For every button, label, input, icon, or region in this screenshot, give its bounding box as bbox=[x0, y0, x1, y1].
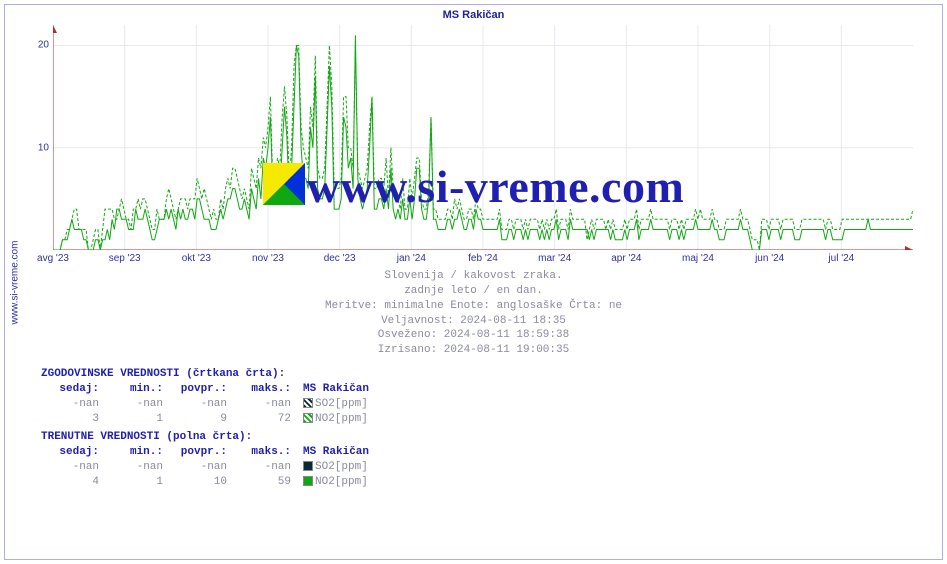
cell-series: SO2[ppm] bbox=[297, 460, 389, 475]
cell-min: -nan bbox=[105, 397, 169, 412]
table-row: 4 1 10 59 NO2[ppm] bbox=[41, 475, 389, 490]
meta-line-3: Meritve: minimalne Enote: anglosaške Črt… bbox=[5, 299, 942, 314]
legend-swatch-icon bbox=[303, 398, 313, 408]
col-min: min.: bbox=[105, 382, 169, 397]
meta-line-1: Slovenija / kakovost zraka. bbox=[5, 269, 942, 284]
meta-line-4: Veljavnost: 2024-08-11 18:35 bbox=[5, 314, 942, 329]
cell-series: SO2[ppm] bbox=[297, 397, 389, 412]
col-avg: povpr.: bbox=[169, 445, 233, 460]
cell-now: 3 bbox=[41, 412, 105, 427]
ytick-label: 10 bbox=[31, 142, 49, 153]
ytick-label: 20 bbox=[31, 40, 49, 51]
col-min: min.: bbox=[105, 445, 169, 460]
table-header-row: sedaj: min.: povpr.: maks.: MS Rakičan bbox=[41, 382, 389, 397]
legend-swatch-icon bbox=[303, 413, 313, 423]
legend-swatch-icon bbox=[303, 476, 313, 486]
table-row: 3 1 9 72 NO2[ppm] bbox=[41, 412, 389, 427]
meta-line-5: Osveženo: 2024-08-11 18:59:38 bbox=[5, 328, 942, 343]
col-station: MS Rakičan bbox=[297, 445, 389, 460]
cell-avg: -nan bbox=[169, 397, 233, 412]
xtick-label: avg '23 bbox=[37, 253, 69, 264]
col-avg: povpr.: bbox=[169, 382, 233, 397]
cell-max: 72 bbox=[233, 412, 297, 427]
cell-avg: 10 bbox=[169, 475, 233, 490]
table-row: -nan -nan -nan -nan SO2[ppm] bbox=[41, 397, 389, 412]
hist-title: ZGODOVINSKE VREDNOSTI (črtkana črta): bbox=[41, 367, 389, 382]
xtick-label: jul '24 bbox=[828, 253, 854, 264]
legend-swatch-icon bbox=[303, 461, 313, 471]
cell-avg: 9 bbox=[169, 412, 233, 427]
curr-table: sedaj: min.: povpr.: maks.: MS Rakičan -… bbox=[41, 445, 389, 490]
col-max: maks.: bbox=[233, 445, 297, 460]
table-row: -nan -nan -nan -nan SO2[ppm] bbox=[41, 460, 389, 475]
xtick-label: okt '23 bbox=[182, 253, 211, 264]
cell-min: -nan bbox=[105, 460, 169, 475]
curr-title: TRENUTNE VREDNOSTI (polna črta): bbox=[41, 430, 389, 445]
metadata-block: Slovenija / kakovost zraka. zadnje leto … bbox=[5, 269, 942, 358]
xtick-label: jun '24 bbox=[755, 253, 784, 264]
cell-max: 59 bbox=[233, 475, 297, 490]
chart-frame: www.si-vreme.com MS Rakičan 1020 avg '23… bbox=[4, 4, 943, 560]
xtick-label: jan '24 bbox=[397, 253, 426, 264]
cell-avg: -nan bbox=[169, 460, 233, 475]
hist-table: sedaj: min.: povpr.: maks.: MS Rakičan -… bbox=[41, 382, 389, 427]
values-tables: ZGODOVINSKE VREDNOSTI (črtkana črta): se… bbox=[41, 367, 389, 490]
meta-line-6: Izrisano: 2024-08-11 19:00:35 bbox=[5, 343, 942, 358]
col-station: MS Rakičan bbox=[297, 382, 389, 397]
meta-line-2: zadnje leto / en dan. bbox=[5, 284, 942, 299]
xtick-label: feb '24 bbox=[468, 253, 498, 264]
chart-title: MS Rakičan bbox=[5, 9, 942, 21]
xtick-label: nov '23 bbox=[252, 253, 284, 264]
cell-min: 1 bbox=[105, 412, 169, 427]
cell-max: -nan bbox=[233, 460, 297, 475]
col-now: sedaj: bbox=[41, 382, 105, 397]
cell-now: -nan bbox=[41, 397, 105, 412]
plot-area bbox=[53, 25, 913, 250]
col-max: maks.: bbox=[233, 382, 297, 397]
cell-now: 4 bbox=[41, 475, 105, 490]
xtick-label: maj '24 bbox=[682, 253, 714, 264]
xtick-label: dec '23 bbox=[324, 253, 356, 264]
cell-max: -nan bbox=[233, 397, 297, 412]
xtick-label: sep '23 bbox=[109, 253, 141, 264]
cell-series: NO2[ppm] bbox=[297, 412, 389, 427]
cell-min: 1 bbox=[105, 475, 169, 490]
cell-now: -nan bbox=[41, 460, 105, 475]
cell-series: NO2[ppm] bbox=[297, 475, 389, 490]
xtick-label: apr '24 bbox=[611, 253, 641, 264]
col-now: sedaj: bbox=[41, 445, 105, 460]
line-chart-svg bbox=[53, 25, 913, 250]
table-header-row: sedaj: min.: povpr.: maks.: MS Rakičan bbox=[41, 445, 389, 460]
xtick-label: mar '24 bbox=[538, 253, 571, 264]
